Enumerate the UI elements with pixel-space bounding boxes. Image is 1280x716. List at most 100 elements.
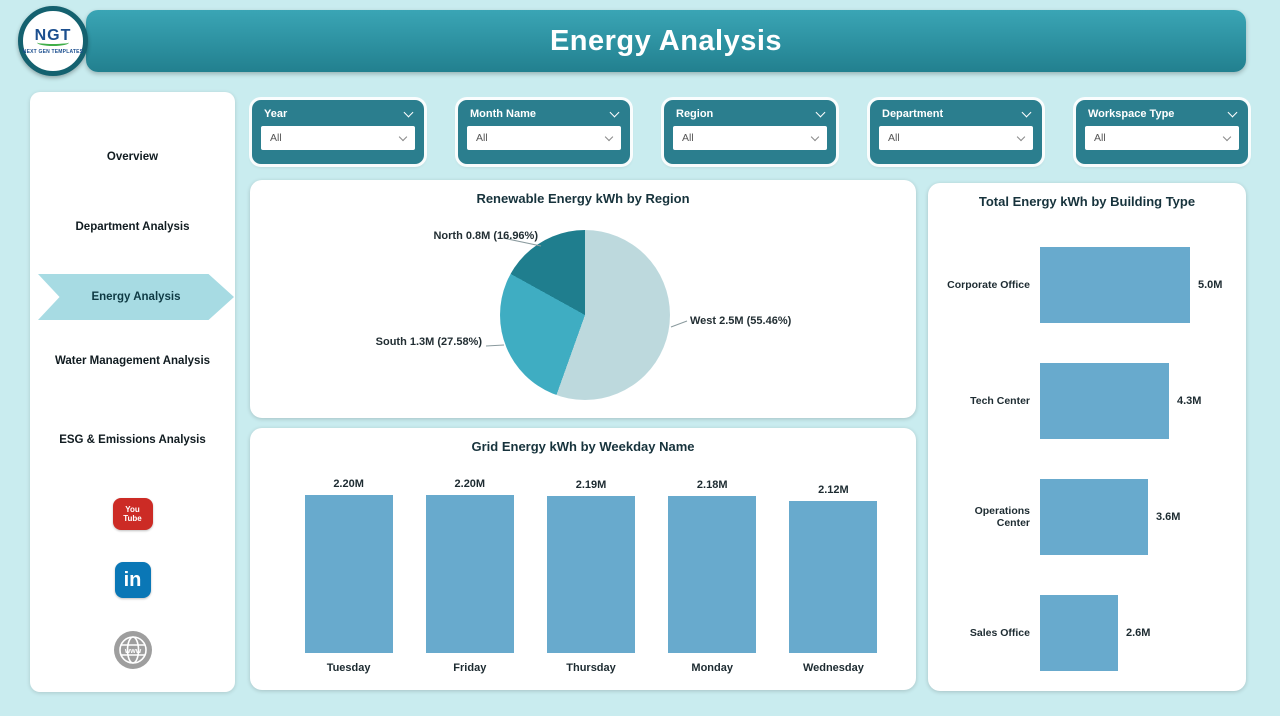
bar-value-label: 2.20M bbox=[454, 478, 486, 490]
slicer-region: Region All bbox=[664, 100, 836, 164]
hbar-category-label: Sales Office bbox=[969, 627, 1030, 639]
building-type-bar-chart-card: Total Energy kWh by Building Type Corpor… bbox=[928, 183, 1246, 691]
linkedin-icon-text: in bbox=[123, 568, 142, 591]
bar[interactable] bbox=[668, 496, 757, 653]
chevron-down-icon bbox=[403, 107, 414, 117]
slicer-department-label: Department bbox=[882, 108, 944, 120]
pie-chart-card: Renewable Energy kWh by Region North 0.8… bbox=[250, 180, 916, 418]
chevron-down-icon bbox=[609, 107, 620, 117]
slicer-region-label: Region bbox=[676, 108, 714, 120]
slicer-month-name: Month Name All bbox=[458, 100, 630, 164]
chevron-down-icon bbox=[398, 132, 408, 141]
hbar-row: Sales Office 2.6M bbox=[940, 595, 1238, 671]
sidebar-item-esg-emissions-analysis[interactable]: ESG & Emissions Analysis bbox=[59, 434, 206, 446]
slicer-year-label: Year bbox=[264, 108, 288, 120]
grid-energy-plot: 2.20M Tuesday 2.20M Friday 2.19M Thursday 2.18… bbox=[288, 472, 894, 676]
svg-text:www: www bbox=[123, 648, 141, 655]
slicer-workspace-type: Workspace Type All bbox=[1076, 100, 1248, 164]
sidebar-item-overview[interactable]: Overview bbox=[106, 151, 159, 163]
pie-label-north: North 0.8M (16.96%) bbox=[433, 230, 538, 242]
slicer-year-header[interactable]: Year bbox=[252, 100, 424, 123]
sidebar-item-department-analysis[interactable]: Department Analysis bbox=[75, 221, 190, 233]
hbar-row: Corporate Office 5.0M bbox=[940, 247, 1238, 323]
chevron-down-icon bbox=[1222, 132, 1232, 141]
building-type-chart-title: Total Energy kWh by Building Type bbox=[978, 194, 1196, 209]
slicer-year-value: All bbox=[270, 132, 282, 144]
slicer-workspace-type-header[interactable]: Workspace Type bbox=[1076, 100, 1248, 123]
hbar-category-label: Tech Center bbox=[970, 395, 1030, 407]
slicer-month-name-dropdown[interactable]: All bbox=[467, 126, 621, 150]
grid-energy-bar-chart-card: Grid Energy kWh by Weekday Name 2.20M Tue… bbox=[250, 428, 916, 690]
grid-energy-chart-title: Grid Energy kWh by Weekday Name bbox=[471, 439, 695, 454]
bar-category-label: Friday bbox=[453, 662, 487, 674]
slicer-department: Department All bbox=[870, 100, 1042, 164]
slicer-department-dropdown[interactable]: All bbox=[879, 126, 1033, 150]
slicer-year: Year All bbox=[252, 100, 424, 164]
logo-subtext: NEXT GEN TEMPLATES bbox=[22, 48, 84, 55]
bar[interactable] bbox=[1040, 247, 1190, 323]
pie-label-south: South 1.3M (27.58%) bbox=[375, 336, 482, 348]
sidebar-item-water-management-analysis[interactable]: Water Management Analysis bbox=[54, 355, 211, 367]
youtube-icon-text2: Tube bbox=[123, 514, 142, 523]
hbar-row: Tech Center 4.3M bbox=[940, 363, 1238, 439]
hbar-value-label: 4.3M bbox=[1177, 395, 1202, 407]
hbar-value-label: 5.0M bbox=[1198, 279, 1223, 291]
hbar-category-label: Operations Center bbox=[974, 505, 1030, 529]
bar[interactable] bbox=[789, 501, 878, 653]
bar-category-label: Monday bbox=[691, 662, 733, 674]
bar-group: 2.19M Thursday bbox=[530, 479, 651, 676]
bar-category-label: Wednesday bbox=[802, 662, 864, 674]
pie-label-west: West 2.5M (55.46%) bbox=[690, 315, 792, 327]
youtube-icon[interactable]: You Tube bbox=[112, 498, 153, 530]
chevron-down-icon bbox=[815, 107, 826, 117]
globe-svg: www bbox=[113, 631, 152, 669]
sidebar: Overview Department Analysis Energy Anal… bbox=[30, 92, 235, 692]
bar[interactable] bbox=[1040, 595, 1118, 671]
slicer-workspace-type-value: All bbox=[1094, 132, 1106, 144]
bar-value-label: 2.12M bbox=[818, 484, 849, 496]
bar-value-label: 2.20M bbox=[333, 478, 364, 490]
slicer-workspace-type-dropdown[interactable]: All bbox=[1085, 126, 1239, 150]
bar-category-label: Tuesday bbox=[326, 662, 371, 674]
bar-group: 2.18M Monday bbox=[652, 479, 773, 676]
bar-group: 2.20M Friday bbox=[409, 478, 530, 676]
hbar-value-label: 2.6M bbox=[1126, 627, 1151, 639]
chevron-down-icon bbox=[1021, 107, 1032, 117]
slicer-department-value: All bbox=[888, 132, 900, 144]
building-type-plot: Corporate Office 5.0M Tech Center 4.3M Opera… bbox=[940, 247, 1238, 671]
bar[interactable] bbox=[1040, 363, 1169, 439]
app-logo: NGT NEXT GEN TEMPLATES bbox=[18, 6, 88, 76]
bar-group: 2.20M Tuesday bbox=[288, 478, 409, 676]
page-title: Energy Analysis bbox=[549, 25, 783, 57]
linkedin-icon[interactable]: in bbox=[114, 562, 151, 598]
slicer-month-name-header[interactable]: Month Name bbox=[458, 100, 630, 123]
bar[interactable] bbox=[547, 496, 635, 653]
slicer-region-value: All bbox=[682, 132, 694, 144]
bar[interactable] bbox=[425, 495, 514, 653]
slicer-department-header[interactable]: Department bbox=[870, 100, 1042, 123]
bar-value-label: 2.18M bbox=[696, 479, 728, 491]
slicer-month-name-label: Month Name bbox=[470, 108, 536, 120]
chevron-down-icon bbox=[810, 132, 820, 141]
slicer-workspace-type-label: Workspace Type bbox=[1088, 108, 1175, 120]
slicer-year-dropdown[interactable]: All bbox=[261, 126, 415, 150]
bar[interactable] bbox=[1040, 479, 1148, 555]
website-globe-icon[interactable]: www bbox=[113, 630, 153, 670]
bar-value-label: 2.19M bbox=[575, 479, 607, 491]
chevron-down-icon bbox=[604, 132, 614, 141]
slicer-month-name-value: All bbox=[476, 132, 488, 144]
chevron-down-icon bbox=[1016, 132, 1026, 141]
sidebar-item-energy-analysis-active[interactable]: Energy Analysis bbox=[38, 274, 234, 320]
hbar-category-label: Corporate Office bbox=[947, 279, 1030, 291]
hbar-value-label: 3.6M bbox=[1156, 511, 1181, 523]
slicer-region-dropdown[interactable]: All bbox=[673, 126, 827, 150]
bar-group: 2.12M Wednesday bbox=[773, 484, 894, 676]
chevron-down-icon bbox=[1227, 107, 1238, 117]
hbar-row: Operations Center 3.6M bbox=[940, 479, 1238, 555]
pie-chart[interactable] bbox=[500, 230, 670, 400]
youtube-icon-text1: You bbox=[125, 505, 140, 514]
bar[interactable] bbox=[304, 495, 393, 653]
header-banner: Energy Analysis bbox=[86, 10, 1246, 72]
slicer-region-header[interactable]: Region bbox=[664, 100, 836, 123]
bar-category-label: Thursday bbox=[566, 662, 616, 674]
